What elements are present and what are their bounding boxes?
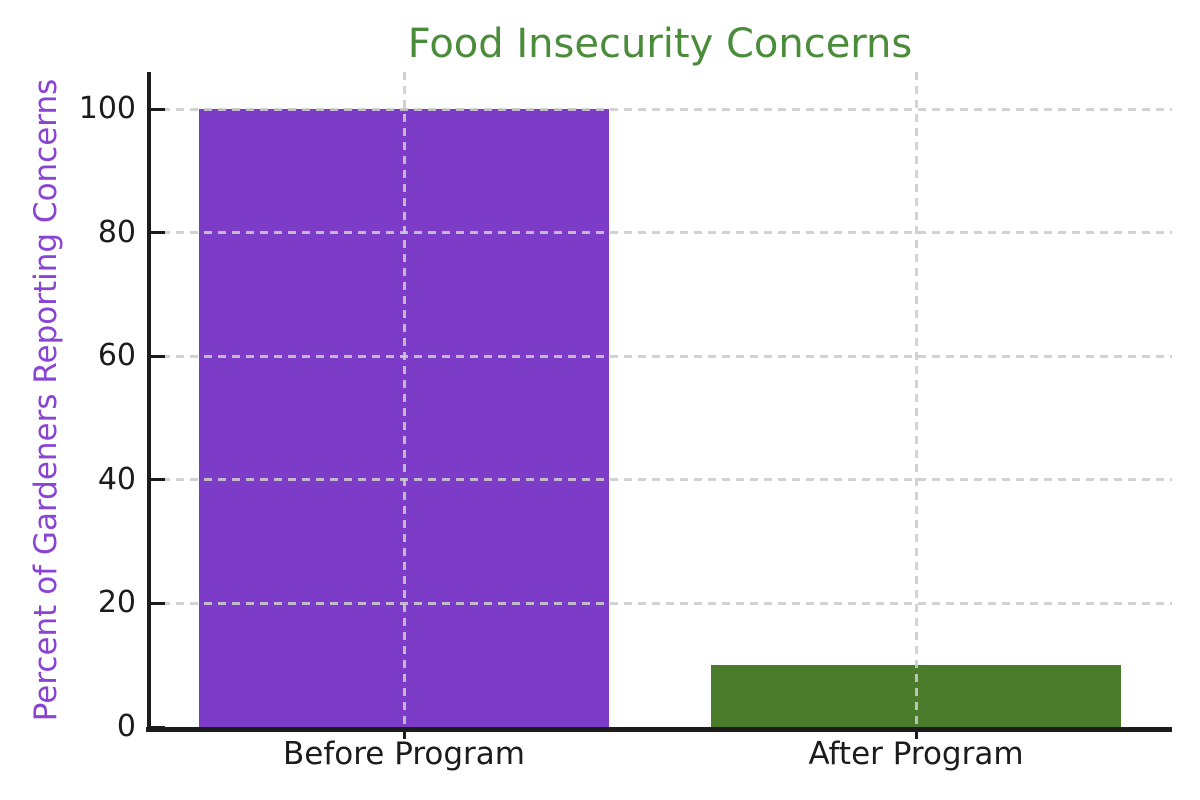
x-tick-mark [914,731,918,739]
y-tick-mark [150,478,165,482]
y-tick-label: 60 [97,338,136,374]
y-tick-label: 40 [97,461,136,497]
y-gridline [148,354,1172,358]
y-tick-label: 80 [97,214,136,250]
x-tick-label: After Program [808,736,1024,772]
y-axis-line [147,72,151,732]
y-gridline [148,601,1172,605]
y-gridline [148,107,1172,111]
y-tick-label: 20 [97,585,136,621]
y-tick-mark [150,107,165,111]
x-gridline [914,72,918,727]
x-axis-line [146,727,1172,732]
chart-title: Food Insecurity Concerns [407,21,913,67]
y-tick-mark [150,354,165,358]
y-tick-mark [150,601,165,605]
y-gridline [148,478,1172,482]
y-tick-label: 100 [78,91,136,127]
y-gridline [148,231,1172,235]
y-tick-mark [150,231,165,235]
y-tick-label: 0 [116,709,136,744]
x-tick-mark [402,731,406,739]
x-gridline [402,72,406,727]
x-tick-label: Before Program [282,736,525,772]
